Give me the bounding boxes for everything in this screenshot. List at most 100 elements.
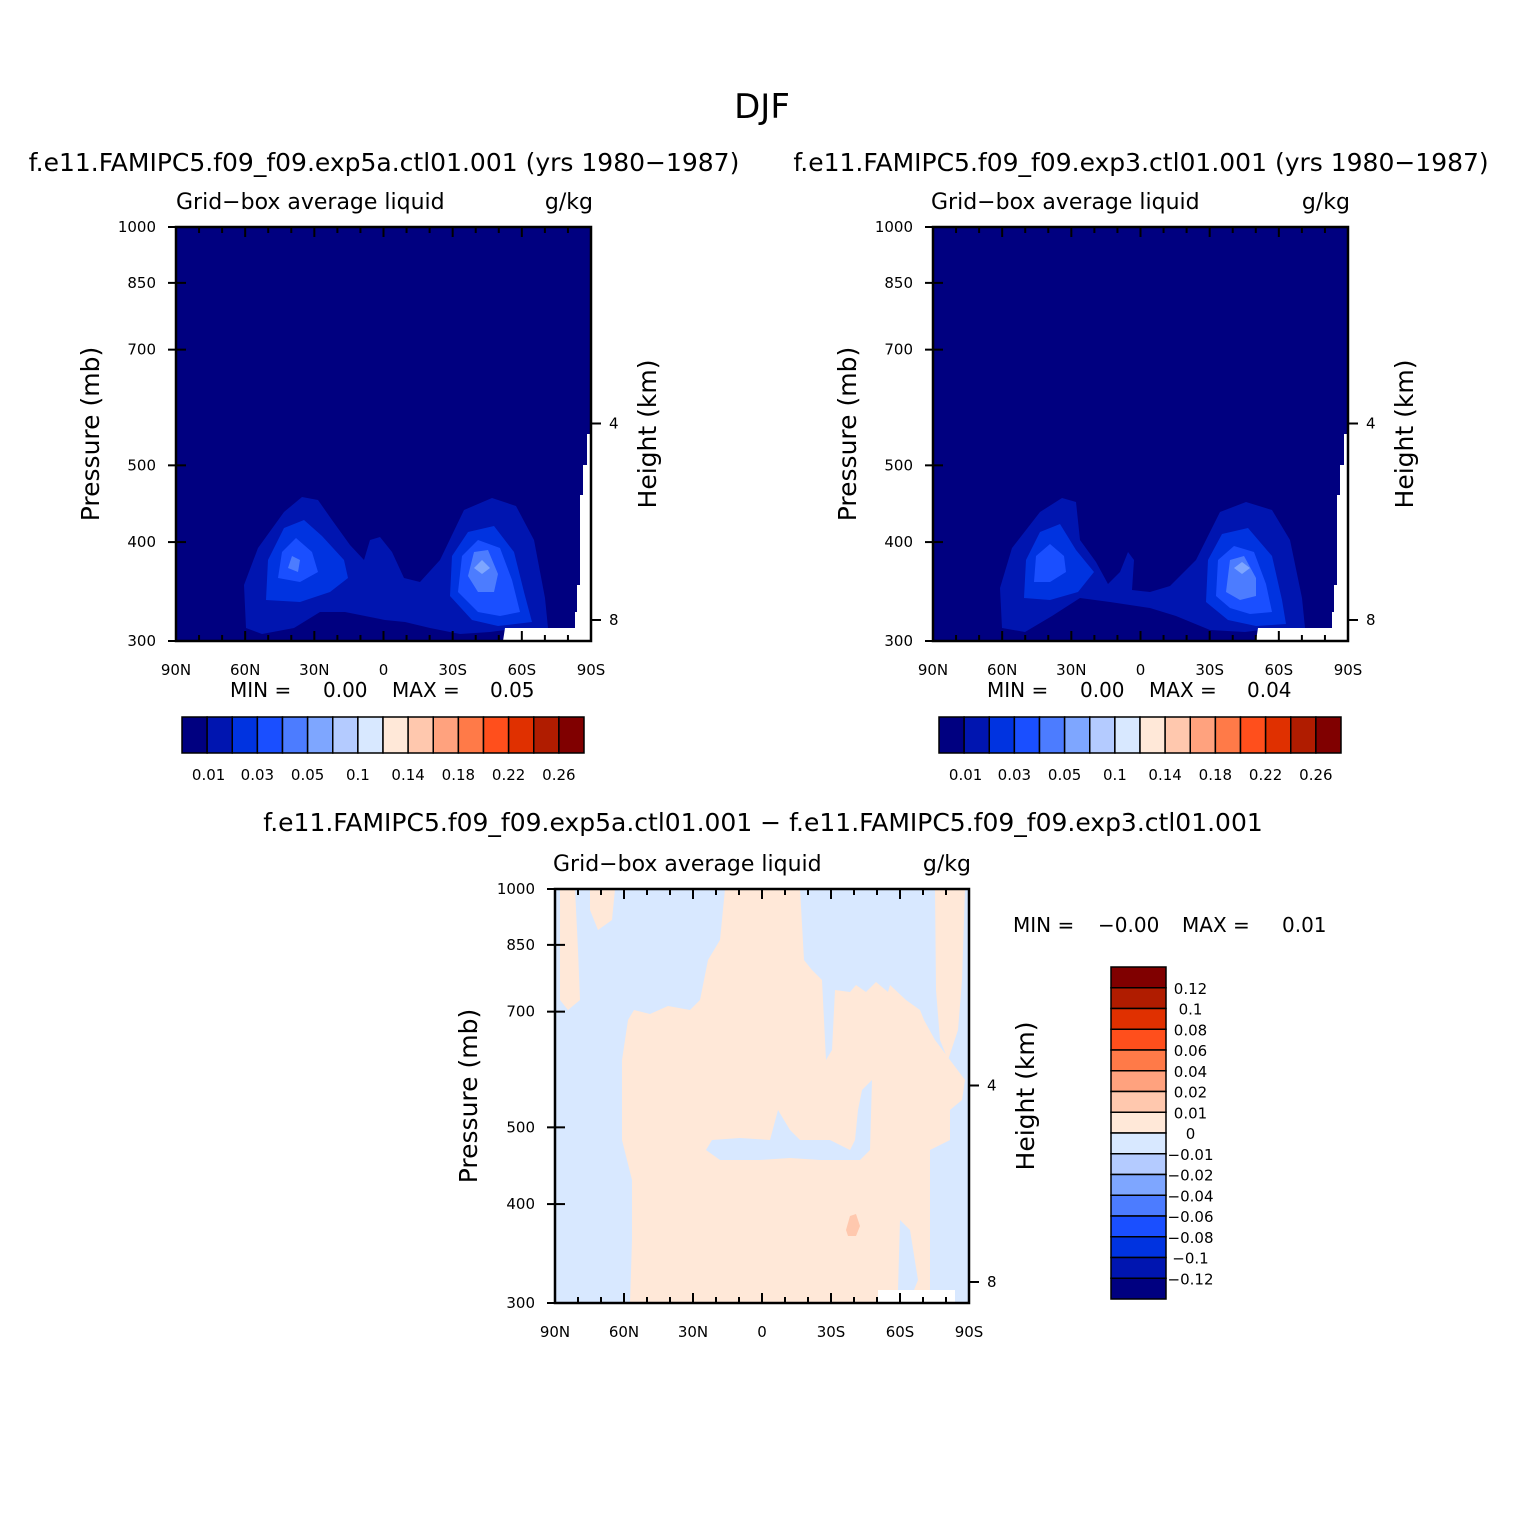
colorbar-swatch	[1110, 1090, 1167, 1113]
panel-2-title: f.e11.FAMIPC5.f09_f09.exp3.ctl01.001 (yr…	[793, 148, 1488, 177]
y-tick-label: 400	[127, 533, 156, 551]
colorbar-swatch	[357, 716, 384, 754]
colorbar-label: −0.04	[1168, 1187, 1214, 1205]
colorbar-label: 0.22	[492, 766, 525, 784]
x-tick-label: 60S	[508, 661, 537, 679]
figure-title: DJF	[734, 87, 790, 127]
panel-2-min-value: 0.00	[1080, 678, 1125, 702]
colorbar-label: 0.04	[1174, 1063, 1207, 1081]
colorbar-label: −0.02	[1168, 1167, 1214, 1185]
x-tick-label: 90N	[161, 661, 191, 679]
colorbar-label: 0.06	[1174, 1042, 1207, 1060]
y-tick-label: 300	[127, 632, 156, 650]
panel-1-contour-0.1	[288, 550, 498, 592]
panel-2-contour-0.14	[1234, 562, 1250, 574]
colorbar-swatch	[1110, 1070, 1167, 1093]
y-tick-label: 850	[127, 274, 156, 292]
panel-1-title: f.e11.FAMIPC5.f09_f09.exp5a.ctl01.001 (y…	[29, 148, 740, 177]
colorbar-label: 0.12	[1174, 980, 1207, 998]
y-tick-label: 1000	[118, 218, 156, 236]
colorbar-swatch	[1189, 716, 1217, 754]
panel-2-axes: 90N 60N 30N 0 30S 60S 90S 300 400 500 700 850 1000 8 4	[875, 218, 1376, 679]
colorbar-swatch	[1139, 716, 1166, 754]
y-tick-label: 400	[884, 533, 913, 551]
colorbar-swatch	[1239, 716, 1267, 754]
panel-3-field	[555, 889, 969, 1303]
colorbar-swatch	[1110, 1007, 1167, 1030]
colorbar-swatch	[181, 716, 208, 754]
colorbar-label: 0.05	[291, 766, 324, 784]
panel-1-ylabel-right: Height (km)	[633, 360, 662, 509]
panel-3-min-value: −0.00	[1098, 913, 1159, 937]
colorbar-swatch	[457, 716, 485, 754]
colorbar-swatch	[1063, 716, 1091, 754]
panel-1-contour-0.14	[474, 560, 490, 574]
colorbar-swatch	[1110, 1215, 1167, 1238]
x-tick-label: 90N	[918, 661, 948, 679]
y-tick-label: 500	[127, 456, 156, 474]
x-tick-label: 30N	[299, 661, 329, 679]
colorbar-label: −0.1	[1172, 1250, 1208, 1268]
colorbar-label: 0.18	[442, 766, 475, 784]
colorbar-label: 0.18	[1199, 766, 1232, 784]
colorbar-label: −0.01	[1168, 1146, 1214, 1164]
x-tick-label: 90N	[540, 1323, 570, 1341]
panel-2-units: g/kg	[1302, 190, 1350, 215]
colorbar-swatch	[482, 716, 510, 754]
y-right-tick-label: 4	[1366, 414, 1376, 432]
colorbar-swatch	[1110, 1132, 1167, 1155]
colorbar-swatch	[332, 716, 359, 754]
colorbar-label: 0.26	[1299, 766, 1332, 784]
colorbar-swatch	[558, 716, 585, 754]
colorbar-label: 0.1	[346, 766, 370, 784]
x-tick-label: 30N	[678, 1323, 708, 1341]
panel-2-max-label: MAX =	[1149, 678, 1217, 702]
panel-1-max-label: MAX =	[392, 678, 460, 702]
panel-3-min-label: MIN =	[1013, 913, 1074, 937]
y-tick-label: 300	[506, 1294, 535, 1312]
colorbar-swatch	[988, 716, 1016, 754]
colorbar-label: 0.14	[391, 766, 424, 784]
colorbar-swatch	[1013, 716, 1041, 754]
colorbar-swatch	[382, 716, 409, 754]
y-right-tick-label: 4	[609, 414, 619, 432]
x-tick-label: 60N	[609, 1323, 639, 1341]
colorbar-swatch	[256, 716, 284, 754]
panel-2-ylabel-right: Height (km)	[1390, 360, 1419, 509]
colorbar-swatch	[1315, 716, 1342, 754]
y-tick-label: 700	[884, 341, 913, 359]
x-tick-label: 90S	[577, 661, 606, 679]
y-right-tick-label: 8	[1366, 611, 1376, 629]
panel-2-contour-0.03	[1024, 524, 1286, 626]
colorbar-label: 0.14	[1148, 766, 1181, 784]
y-tick-label: 850	[884, 274, 913, 292]
x-tick-label: 90S	[1334, 661, 1363, 679]
y-right-tick-label: 4	[987, 1076, 997, 1094]
panel-3-missing	[878, 1290, 955, 1303]
y-tick-label: 1000	[497, 880, 535, 898]
colorbar-label: 0.05	[1048, 766, 1081, 784]
colorbar-label: 0.03	[241, 766, 274, 784]
panel-3-units: g/kg	[923, 852, 971, 877]
colorbar-label: 0.01	[1174, 1104, 1207, 1122]
x-tick-label: 0	[1136, 661, 1146, 679]
x-tick-label: 60S	[886, 1323, 915, 1341]
colorbar-swatch	[938, 716, 965, 754]
panel-2: f.e11.FAMIPC5.f09_f09.exp3.ctl01.001 (yr…	[793, 148, 1488, 784]
panel-3-contour-positive	[560, 889, 965, 1303]
colorbar-swatch	[407, 716, 434, 754]
x-tick-label: 30S	[817, 1323, 846, 1341]
colorbar-swatch	[1110, 1173, 1167, 1196]
colorbar-label: −0.08	[1168, 1229, 1214, 1247]
panel-2-missing	[1256, 434, 1348, 641]
panel-3-max-value: 0.01	[1282, 913, 1327, 937]
panel-2-contour-0.05	[1034, 544, 1272, 614]
x-tick-label: 30S	[1195, 661, 1224, 679]
panel-3-contour-0.01	[846, 1214, 860, 1236]
colorbar-swatch	[1110, 1049, 1167, 1072]
colorbar-swatch	[1110, 1236, 1167, 1259]
colorbar-swatch	[306, 716, 334, 754]
x-tick-label: 30S	[438, 661, 467, 679]
